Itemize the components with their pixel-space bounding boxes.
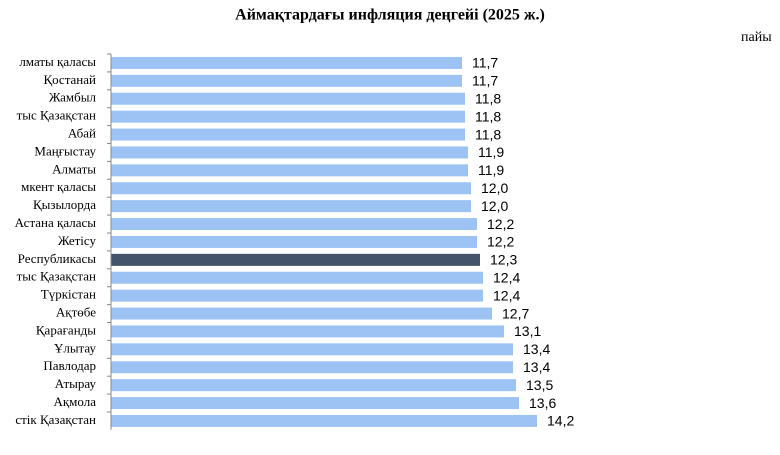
value-label: 13,6 <box>529 395 556 411</box>
y-tick-label: Атырау <box>55 376 97 391</box>
bar <box>111 361 513 374</box>
bar <box>111 146 468 159</box>
y-tick-label: тыс Қазақстан <box>17 108 96 123</box>
value-label: 12,7 <box>502 305 529 321</box>
bar <box>111 253 480 266</box>
bar <box>111 235 477 248</box>
bar <box>111 307 492 320</box>
bar <box>111 128 465 141</box>
value-label: 13,5 <box>526 377 553 393</box>
y-tick-label: Жетісу <box>58 233 97 248</box>
bar <box>111 218 477 231</box>
value-label: 11,8 <box>475 90 501 106</box>
value-label: 13,4 <box>523 341 550 357</box>
y-tick-label: Түркістан <box>41 287 96 302</box>
value-label: 11,9 <box>478 162 504 178</box>
value-label: 13,4 <box>523 359 550 375</box>
bar <box>111 271 483 284</box>
value-label: 11,7 <box>472 55 498 71</box>
value-label: 12,0 <box>481 180 508 196</box>
y-tick-label: Қарағанды <box>36 322 96 337</box>
value-label: 11,8 <box>475 108 501 124</box>
y-tick-label: Жамбыл <box>49 90 97 105</box>
value-label: 11,7 <box>472 73 498 89</box>
y-tick-label: Қызылорда <box>33 197 96 212</box>
bar <box>111 289 483 302</box>
y-tick-label: Абай <box>68 126 96 141</box>
value-label: 12,4 <box>493 287 520 303</box>
y-tick-label: Алматы <box>52 161 96 176</box>
bar <box>111 56 462 69</box>
value-label: 14,2 <box>547 413 574 429</box>
bar <box>111 92 465 105</box>
y-tick-label: стік Қазақстан <box>15 412 96 427</box>
y-tick-label: Павлодар <box>43 358 96 373</box>
y-tick-label: мкент қаласы <box>21 179 96 194</box>
value-label: 13,1 <box>514 323 541 339</box>
bar <box>111 325 504 338</box>
value-label: 12,2 <box>487 234 514 250</box>
value-label: 11,8 <box>475 126 501 142</box>
y-tick-label: Астана қаласы <box>15 215 97 230</box>
bar <box>111 110 465 123</box>
bar <box>111 414 537 427</box>
bar <box>111 397 519 410</box>
bar <box>111 74 462 87</box>
bar <box>111 200 471 213</box>
value-label: 12,2 <box>487 216 514 232</box>
y-tick-label: Ақмола <box>53 394 96 409</box>
value-label: 12,4 <box>493 269 520 285</box>
value-label: 12,3 <box>490 252 517 268</box>
y-tick-label: Ақтөбе <box>56 305 96 320</box>
y-tick-label: Ұлытау <box>54 340 97 355</box>
bar <box>111 343 513 356</box>
y-tick-label: Маңғыстау <box>34 143 96 158</box>
bar <box>111 182 471 195</box>
chart-title: Аймақтардағы инфляция деңгейі (2025 ж.) <box>235 7 545 24</box>
bar <box>111 379 516 392</box>
value-label: 12,0 <box>481 198 508 214</box>
y-tick-label: тыс Қазақстан <box>17 269 96 284</box>
unit-label: пайы <box>741 30 772 45</box>
value-label: 11,9 <box>478 144 504 160</box>
bar <box>111 164 468 177</box>
y-tick-label: лматы қаласы <box>19 54 96 69</box>
y-tick-label: Қостанай <box>43 72 96 87</box>
y-tick-label: Республикасы <box>18 251 97 266</box>
